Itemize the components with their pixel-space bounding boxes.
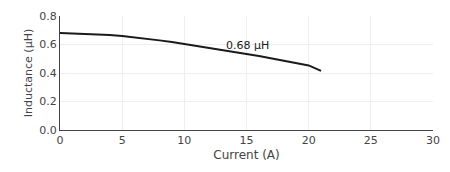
svg-text:25: 25 — [364, 134, 378, 147]
svg-text:30: 30 — [426, 134, 440, 147]
svg-text:15: 15 — [240, 134, 254, 147]
svg-text:10: 10 — [177, 134, 191, 147]
svg-text:20: 20 — [302, 134, 316, 147]
svg-text:0.6: 0.6 — [39, 38, 57, 51]
svg-text:0.68 μH: 0.68 μH — [226, 39, 269, 52]
svg-text:0.8: 0.8 — [39, 10, 57, 23]
svg-text:0.2: 0.2 — [39, 95, 57, 108]
svg-text:Current (A): Current (A) — [213, 148, 279, 162]
svg-text:0: 0 — [57, 134, 64, 147]
svg-text:0.4: 0.4 — [39, 67, 57, 80]
svg-text:5: 5 — [119, 134, 126, 147]
svg-text:0.0: 0.0 — [39, 124, 57, 137]
svg-text:Inductance (μH): Inductance (μH) — [22, 29, 35, 117]
